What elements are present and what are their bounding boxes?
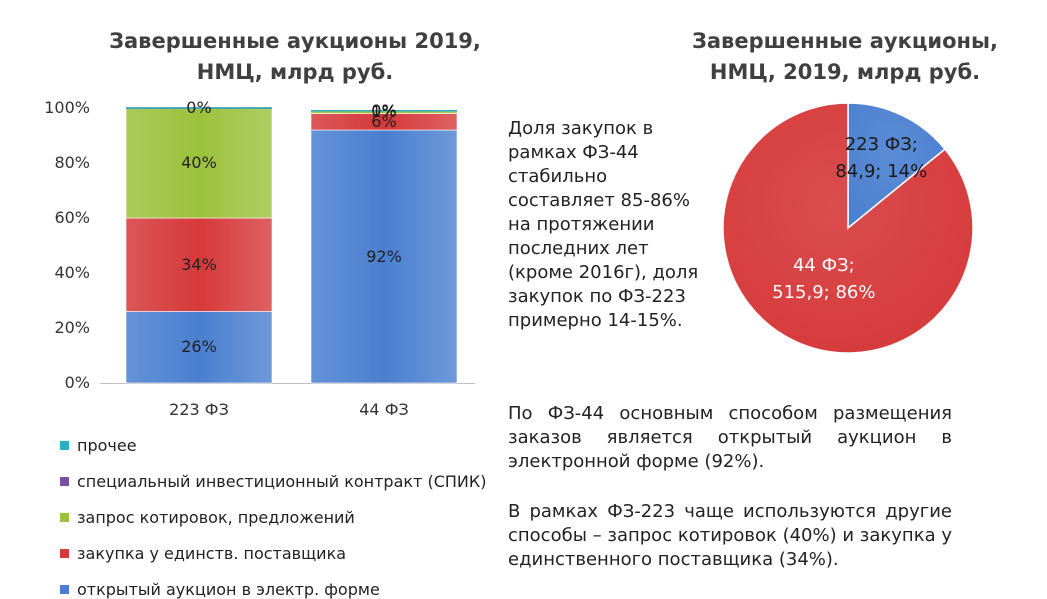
bar-data-label: 26%: [181, 337, 217, 357]
pie-slice-label-line: 515,9; 86%: [772, 281, 876, 303]
legend-label: открытый аукцион в электр. форме: [77, 580, 380, 599]
legend-swatch: [60, 477, 69, 486]
legend-item: специальный инвестиционный контракт (СПИ…: [60, 472, 486, 491]
y-tick-label: 60%: [54, 208, 90, 227]
bar-data-label: 0%: [371, 100, 397, 120]
bar-data-label: 92%: [366, 246, 402, 266]
y-tick-label: 100%: [44, 98, 90, 117]
y-tick-label: 20%: [54, 318, 90, 337]
bar-data-label: 1%: [371, 102, 397, 122]
bar-data-label: 34%: [181, 254, 217, 274]
y-tick-label: 0%: [64, 373, 90, 392]
pie-slice-label-line: 44 ФЗ;: [792, 254, 855, 276]
legend-label: закупка у единств. поставщика: [77, 544, 347, 563]
pie-chart: [722, 102, 974, 354]
legend-item: прочее: [60, 436, 137, 455]
bar-chart-title-line2: НМЦ, млрд руб.: [196, 60, 394, 84]
fz223-note: В рамках ФЗ-223 чаще используются другие…: [508, 501, 952, 570]
y-tick-label: 80%: [54, 153, 90, 172]
bar-chart-title: Завершенные аукционы 2019, НМЦ, млрд руб…: [60, 26, 530, 88]
legend-label: специальный инвестиционный контракт (СПИ…: [77, 472, 487, 491]
legend-item: запрос котировок, предложений: [60, 508, 355, 527]
bar-data-label: 0%: [186, 98, 212, 117]
bar-segment-1-0: [310, 129, 458, 384]
pie-chart-title-line1: Завершенные аукционы,: [691, 29, 999, 53]
bar-segment-0-2: [125, 107, 273, 219]
legend-swatch: [60, 513, 69, 522]
bar-data-label: 0%: [371, 100, 397, 120]
bar-segment-0-0: [125, 311, 273, 384]
legend-label: запрос котировок, предложений: [77, 508, 355, 527]
bar-data-label: 40%: [181, 153, 217, 172]
pie-slice-label-line: 84,9; 14%: [835, 161, 928, 182]
pie-chart-title: Завершенные аукционы, НМЦ, 2019, млрд ру…: [620, 26, 1047, 88]
pie-slice-1: [722, 102, 974, 354]
pie-slice-label: 44 ФЗ; 515,9; 86%: [754, 252, 894, 306]
x-category-label: 223 ФЗ: [169, 400, 229, 419]
bar-segment-0-1: [125, 217, 273, 312]
legend-swatch: [60, 585, 69, 594]
share-note: Доля закупок в рамках ФЗ-44 стабильно со…: [508, 118, 699, 331]
legend-swatch: [60, 441, 69, 450]
legend-swatch: [60, 549, 69, 558]
pie-chart-title-line2: НМЦ, 2019, млрд руб.: [709, 60, 981, 84]
legend-item: закупка у единств. поставщика: [60, 544, 346, 563]
fz44-note: По ФЗ-44 основным способом размещения за…: [508, 403, 952, 472]
pie-slice-label: 223 ФЗ; 84,9; 14%: [811, 131, 951, 185]
pie-slice-label-line: 223 ФЗ;: [844, 134, 918, 155]
pie-slice-0: [847, 102, 947, 230]
x-category-label: 44 ФЗ: [359, 400, 409, 419]
bar-chart-title-line1: Завершенные аукционы 2019,: [109, 29, 481, 53]
y-tick-label: 40%: [54, 263, 90, 282]
legend-item: открытый аукцион в электр. форме: [60, 580, 380, 599]
legend-label: прочее: [77, 436, 137, 455]
bar-data-label: 6%: [371, 111, 397, 131]
